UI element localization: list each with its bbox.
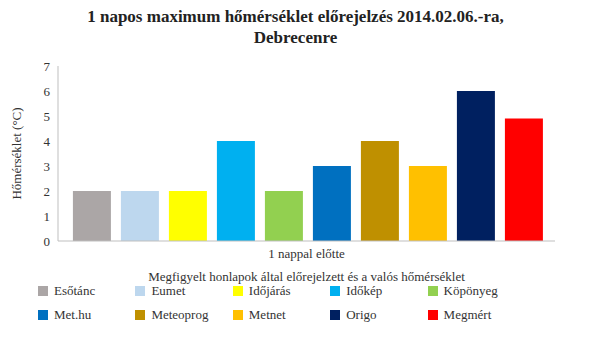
html-text:Meteoprog: Meteoprog bbox=[151, 307, 209, 322]
html-text:Esőtánc: Esőtánc bbox=[54, 283, 96, 298]
html-text:Metnet: Metnet bbox=[248, 307, 286, 322]
html-text:Megmért: Megmért bbox=[443, 307, 492, 322]
html-text:1 napos maximum hőmérséklet el: 1 napos maximum hőmérséklet előrejelzés … bbox=[87, 7, 504, 47]
svg-text:4: 4 bbox=[44, 134, 51, 149]
svg-text:1 nappal előtte: 1 nappal előtte bbox=[268, 246, 345, 261]
html-text:Időkép: Időkép bbox=[346, 283, 383, 298]
svg-text:3: 3 bbox=[44, 159, 51, 174]
html-text:Időjárás: Időjárás bbox=[248, 283, 291, 298]
html-text:Köpönyeg: Köpönyeg bbox=[443, 283, 498, 298]
svg-text:Hőmérséklet (°C): Hőmérséklet (°C) bbox=[9, 107, 24, 199]
html-text:Met.hu: Met.hu bbox=[54, 307, 92, 322]
svg-text:2: 2 bbox=[44, 184, 51, 199]
html-text:Eumet: Eumet bbox=[151, 283, 186, 298]
svg-text:0: 0 bbox=[44, 234, 51, 249]
svg-text:1: 1 bbox=[44, 209, 51, 224]
svg-text:Megfigyelt honlapok által előr: Megfigyelt honlapok által előrejelzett é… bbox=[148, 269, 465, 284]
svg-text:5: 5 bbox=[44, 109, 51, 124]
html-text:Origo: Origo bbox=[346, 307, 377, 322]
svg-text:6: 6 bbox=[44, 84, 51, 99]
svg-text:7: 7 bbox=[44, 59, 51, 74]
